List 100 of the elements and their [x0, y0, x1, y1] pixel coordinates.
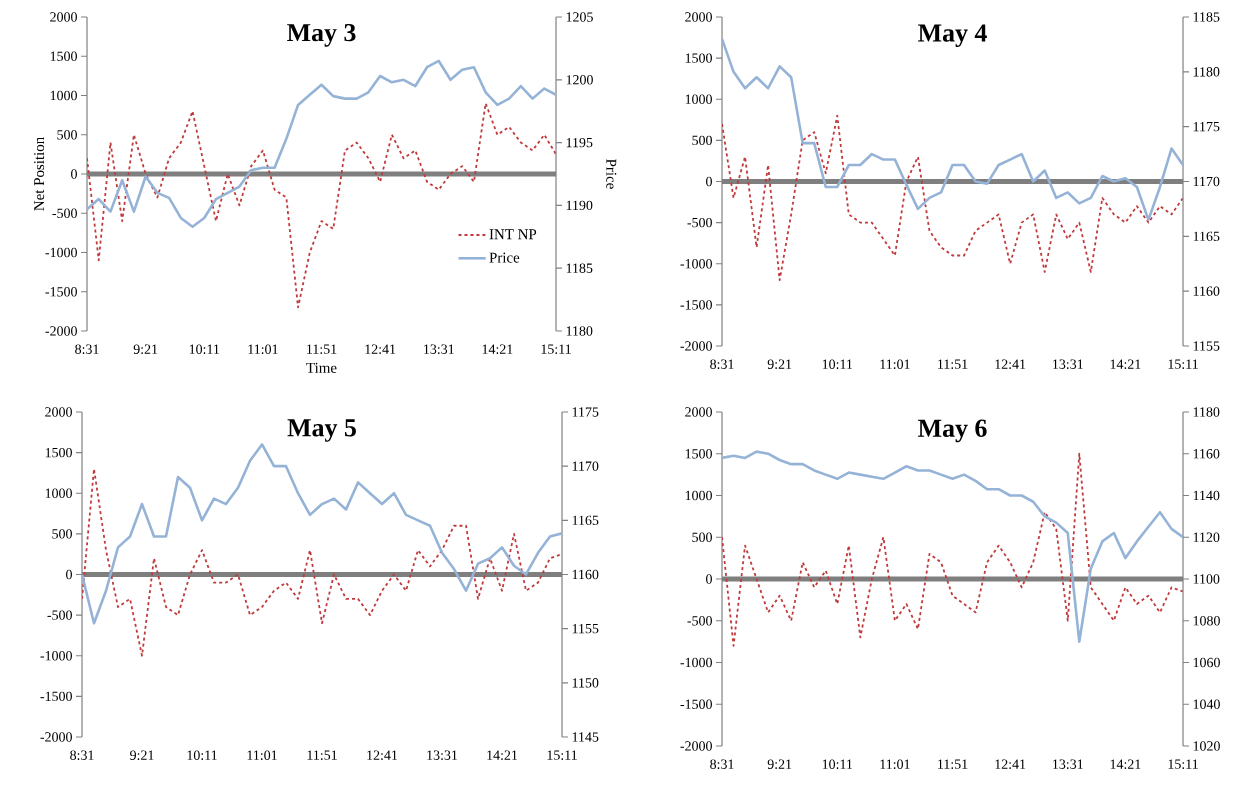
- y2-tick-label: 1060: [1193, 657, 1220, 668]
- y2-tick-label: 1100: [1193, 574, 1220, 584]
- y2-tick-label: 1145: [572, 732, 599, 742]
- chart-title: May 3: [287, 23, 356, 47]
- y-tick-label: -1000: [680, 657, 712, 668]
- x-tick-label: 11:01: [880, 359, 910, 369]
- x-tick-label: 11:01: [247, 750, 277, 760]
- y-tick-label: -1000: [680, 259, 712, 269]
- y-tick-label: 1000: [50, 90, 77, 101]
- line-series: [87, 59, 557, 229]
- y2-tick-label: 1080: [1193, 616, 1220, 626]
- x-tick-label: 13:31: [1053, 759, 1083, 769]
- y2-tick-label: 1140: [1193, 490, 1220, 501]
- y-tick-label: 0: [706, 176, 712, 187]
- x-tick-label: 9:21: [133, 344, 158, 354]
- x-tick-label: 8:31: [75, 344, 99, 354]
- y-tick-label: 0: [71, 169, 77, 179]
- y2-tick-label: 1160: [1193, 449, 1220, 459]
- y-tick-label: -1000: [45, 247, 77, 258]
- y-axis-title: Net Position: [34, 137, 45, 211]
- y-tick-label: -500: [52, 208, 77, 218]
- y2-tick-label: 1175: [572, 407, 599, 417]
- x-tick-label: 15:11: [1168, 759, 1198, 769]
- y-tick-label: 2000: [50, 12, 77, 22]
- y-tick-label: 2000: [45, 407, 72, 417]
- y2-tick-label: 1170: [572, 461, 599, 471]
- x-tick-label: 15:11: [1168, 359, 1198, 369]
- x-tick-label: 11:51: [307, 750, 337, 760]
- y2-tick-label: 1185: [566, 263, 593, 273]
- y2-tick-label: 1150: [572, 678, 599, 688]
- y-tick-label: -500: [687, 616, 712, 626]
- x-tick-label: 14:21: [1110, 359, 1141, 369]
- x-tick-label: 8:31: [710, 759, 734, 769]
- y2-tick-label: 1190: [566, 200, 593, 211]
- y-tick-label: -500: [47, 610, 72, 620]
- y-tick-label: 2000: [685, 407, 712, 417]
- x-tick-label: 13:31: [1053, 359, 1083, 369]
- y-tick-label: 1500: [685, 53, 712, 63]
- x-tick-label: 13:31: [424, 344, 454, 354]
- x-tick-label: 11:01: [880, 759, 910, 769]
- x-tick-label: 11:51: [938, 359, 968, 369]
- y-tick-label: 500: [692, 135, 712, 146]
- x-tick-label: 10:11: [189, 344, 220, 354]
- x-tick-label: 13:31: [427, 750, 458, 760]
- y2-tick-label: 1020: [1193, 741, 1220, 751]
- x-tick-label: 10:11: [822, 759, 853, 769]
- x-tick-label: 10:11: [187, 750, 217, 760]
- y-tick-label: -1000: [40, 651, 72, 661]
- x-tick-label: 12:41: [367, 750, 398, 760]
- y2-tick-label: 1170: [1193, 176, 1220, 187]
- y-tick-label: 1000: [685, 94, 712, 104]
- x-tick-label: 9:21: [767, 759, 792, 769]
- x-tick-label: 9:21: [767, 359, 792, 369]
- y-tick-label: -500: [687, 217, 712, 228]
- x-tick-label: 14:21: [487, 750, 518, 760]
- chart-title: May 5: [287, 419, 356, 442]
- y2-tick-label: 1160: [1193, 286, 1220, 296]
- y2-tick-label: 1205: [566, 12, 593, 22]
- x-tick-label: 8:31: [70, 750, 94, 760]
- y-tick-label: -1500: [680, 300, 712, 310]
- y-tick-label: -1500: [45, 287, 77, 297]
- y-tick-label: 500: [57, 130, 77, 140]
- y-tick-label: -2000: [45, 326, 77, 336]
- y-tick-label: 500: [692, 532, 712, 542]
- y2-tick-label: 1165: [1193, 231, 1220, 241]
- y-tick-label: 500: [52, 529, 72, 539]
- x-tick-label: 14:21: [1110, 759, 1141, 769]
- y2-tick-label: 1180: [566, 326, 593, 336]
- y-tick-label: -2000: [680, 341, 712, 351]
- y2-tick-label: 1155: [1193, 341, 1220, 351]
- legend-label: Price: [489, 252, 520, 263]
- y-tick-label: -2000: [40, 732, 72, 742]
- y2-tick-label: 1120: [1193, 532, 1220, 542]
- y-tick-label: 0: [706, 574, 712, 584]
- y-tick-label: -1500: [680, 699, 712, 709]
- y2-tick-label: 1180: [1193, 67, 1220, 77]
- y2-axis-title: Price: [606, 159, 617, 189]
- x-tick-label: 15:11: [547, 750, 577, 760]
- x-tick-label: 11:01: [248, 344, 278, 354]
- line-series: [87, 102, 557, 309]
- y2-tick-label: 1180: [1193, 407, 1220, 417]
- y-tick-label: -2000: [680, 741, 712, 751]
- x-tick-label: 12:41: [365, 344, 396, 354]
- x-tick-label: 12:41: [995, 759, 1026, 769]
- y2-tick-label: 1160: [572, 569, 599, 580]
- x-tick-label: 15:11: [541, 344, 571, 354]
- x-tick-label: 9:21: [130, 750, 154, 760]
- x-axis-title: Time: [306, 362, 337, 373]
- y2-tick-label: 1200: [566, 75, 593, 85]
- x-tick-label: 10:11: [822, 359, 853, 369]
- y-tick-label: -1500: [40, 691, 72, 702]
- y-tick-label: 2000: [685, 12, 712, 22]
- y-tick-label: 1500: [45, 447, 72, 458]
- y2-tick-label: 1175: [1193, 121, 1220, 132]
- legend-label: INT NP: [489, 229, 537, 240]
- x-tick-label: 11:51: [307, 344, 337, 354]
- y-tick-label: 1000: [45, 488, 72, 498]
- chart-title: May 4: [918, 24, 987, 48]
- line-series: [82, 443, 563, 625]
- y2-tick-label: 1185: [1193, 12, 1220, 22]
